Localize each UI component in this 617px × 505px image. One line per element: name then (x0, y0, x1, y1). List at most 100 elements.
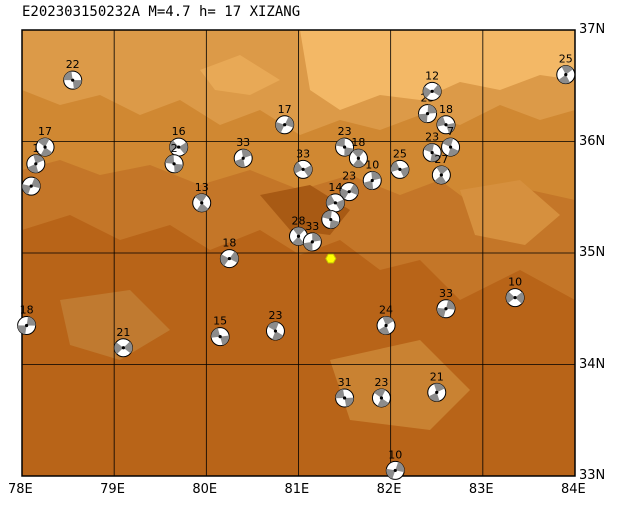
focal-mechanism[interactable]: 18 (17, 303, 37, 335)
focal-mechanism[interactable]: 25 (556, 53, 576, 85)
beachball-center (430, 89, 434, 93)
x-tick-label: 79E (100, 482, 125, 497)
depth-label: 23 (338, 125, 352, 138)
focal-mechanism[interactable]: 23 (335, 125, 355, 157)
beachball-compression (220, 254, 230, 266)
focal-mechanism[interactable]: 33 (233, 136, 253, 168)
beachball-compression (561, 65, 574, 75)
focal-mechanism[interactable]: 24 (376, 303, 396, 335)
beachball-compression (349, 183, 359, 196)
x-tick-label: 82E (376, 482, 402, 497)
beachball-center (218, 335, 222, 339)
depth-label: 16 (172, 125, 186, 138)
beachball-compression (211, 327, 221, 338)
depth-label: 25 (559, 53, 573, 66)
focal-mechanism[interactable]: 33 (293, 147, 313, 179)
focal-mechanism[interactable]: 25 (390, 147, 410, 179)
beachball-compression (322, 210, 332, 220)
beachball-compression (284, 116, 294, 128)
focal-mechanism[interactable]: 23 (371, 376, 391, 408)
beachball-compression (344, 147, 354, 157)
depth-label: 14 (328, 181, 342, 194)
beachball-compression (335, 199, 345, 211)
beachball-compression (344, 397, 354, 407)
beachball-center (71, 78, 75, 82)
beachball-compression (515, 291, 525, 304)
beachball-compression (447, 147, 459, 157)
focal-mechanism[interactable] (321, 210, 341, 230)
beachball-compression (326, 195, 336, 207)
beachball-compression (445, 300, 455, 310)
focal-mechanism[interactable]: 10 (385, 448, 405, 480)
beachball-compression (363, 180, 374, 190)
focal-mechanism[interactable]: 23 (422, 131, 442, 163)
focal-mechanism[interactable]: 2 (164, 142, 184, 174)
beachball-compression (432, 84, 442, 97)
terrain-lowland (60, 290, 170, 360)
beachball-compression (195, 193, 207, 203)
beachball-compression (335, 138, 345, 148)
depth-label: 13 (195, 181, 209, 194)
beachball-compression (427, 104, 437, 114)
focal-mechanism[interactable]: 13 (192, 181, 212, 213)
depth-label: 17 (38, 125, 52, 138)
focal-mechanism[interactable]: 31 (335, 376, 355, 408)
beachball-compression (335, 389, 345, 399)
beachball-compression (220, 335, 230, 346)
beachball-center (347, 190, 351, 194)
focal-mechanism[interactable]: 1 (26, 142, 46, 174)
focal-mechanism[interactable]: 17 (35, 125, 55, 157)
depth-label: 18 (351, 136, 365, 149)
beachball-compression (377, 397, 389, 407)
beachball-center (342, 396, 347, 400)
focal-mechanisms: 2217116213331733231810231428331825232723… (17, 53, 576, 480)
beachball-center (342, 145, 347, 149)
beachball-compression (303, 241, 313, 251)
beachball-center (448, 145, 453, 149)
focal-mechanism[interactable]: 18 (436, 103, 456, 135)
focal-mechanism[interactable]: 17 (275, 103, 295, 135)
beachball-compression (72, 80, 82, 90)
focal-mechanism[interactable]: 27 (431, 153, 451, 185)
focal-mechanism[interactable]: 7 (441, 125, 461, 157)
beachball-center (430, 151, 434, 155)
focal-mechanism[interactable]: 14 (325, 181, 345, 213)
focal-mechanism[interactable]: 16 (169, 125, 189, 157)
focal-mechanism[interactable]: 23 (339, 170, 359, 202)
beachball-compression (17, 325, 27, 335)
depth-label: 33 (296, 147, 310, 160)
beachball-compression (229, 251, 239, 263)
focal-mechanism[interactable]: 12 (422, 69, 442, 101)
focal-mechanism[interactable]: 21 (113, 326, 133, 358)
depth-label: 21 (430, 370, 444, 383)
focal-mechanism[interactable]: 21 (427, 370, 447, 402)
beachball-center (435, 390, 439, 394)
depth-label: 24 (379, 303, 393, 316)
beachball-compression (169, 140, 179, 152)
beachball-compression (33, 154, 45, 164)
depth-label: 17 (278, 103, 292, 116)
focal-mechanism[interactable]: 15 (210, 315, 230, 347)
beachball-compression (196, 202, 209, 212)
focal-mechanism[interactable]: 22 (63, 58, 83, 90)
beachball-compression (292, 236, 305, 246)
beachball-center (200, 201, 204, 205)
beachball-center (444, 123, 448, 127)
depth-label: 10 (508, 276, 522, 289)
epicenter-marker[interactable] (325, 253, 337, 264)
focal-mechanism[interactable]: 23 (265, 309, 285, 341)
focal-mechanism[interactable]: 33 (436, 287, 456, 319)
map-title: E202303150232A M=4.7 h= 17 XIZANG (22, 4, 301, 20)
focal-mechanism[interactable]: 10 (505, 276, 525, 308)
x-tick-label: 78E (8, 482, 33, 497)
focal-mechanism[interactable]: 33 (302, 220, 322, 252)
beachball-center (439, 173, 443, 177)
beachball-compression (63, 71, 73, 81)
focal-mechanism[interactable]: 10 (362, 159, 382, 191)
terrain-lowland (330, 340, 470, 430)
focal-mechanism[interactable] (21, 176, 41, 196)
focal-mechanism[interactable]: 18 (348, 136, 368, 168)
focal-mechanism[interactable]: 18 (219, 237, 239, 269)
beachball-center (513, 296, 517, 300)
